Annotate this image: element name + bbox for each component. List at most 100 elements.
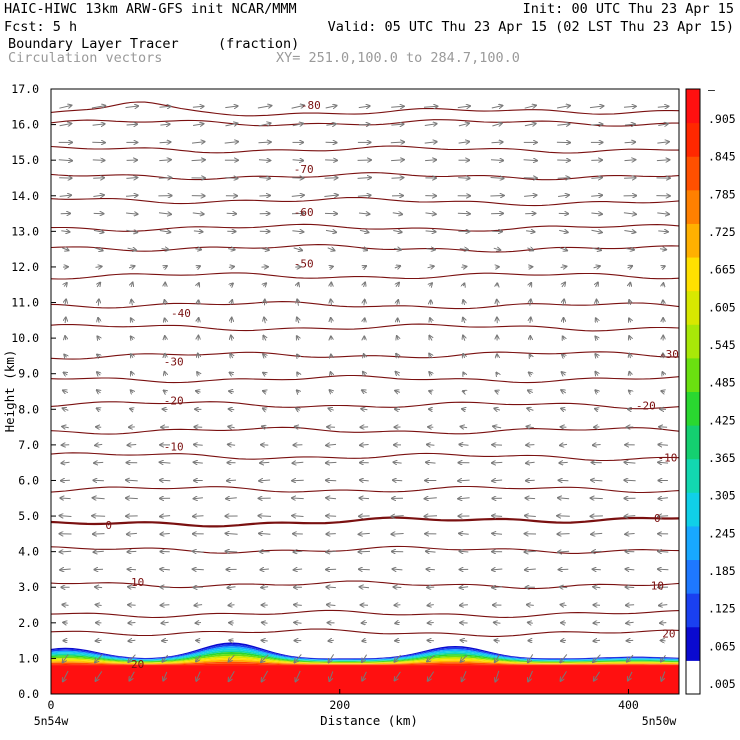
wind-vector [125, 195, 138, 196]
wind-vector [64, 283, 67, 287]
wind-vector [325, 106, 337, 108]
wind-vector [557, 178, 570, 179]
wind-vector [495, 640, 500, 641]
wind-vector [228, 249, 235, 250]
wind-vector [629, 354, 630, 359]
contour-line-20 [51, 628, 679, 637]
tracer-band [51, 657, 679, 664]
x-axis: 0 200 400 [48, 689, 639, 712]
wind-vector [294, 605, 302, 606]
wind-vector [325, 230, 336, 232]
wind-vector [329, 671, 334, 681]
colorbar-swatch [686, 425, 700, 460]
contour-label: 10 [131, 576, 144, 589]
wind-vector [495, 670, 500, 682]
wind-vector [193, 569, 204, 570]
plot-frame [50, 88, 680, 695]
wind-vector [561, 671, 567, 681]
wind-vector [492, 533, 503, 534]
colorbar-label: .425 [708, 413, 736, 427]
colorbar-swatch [686, 257, 700, 292]
y-tick-label: 8.0 [18, 402, 39, 416]
colorbar-swatch [686, 593, 700, 628]
contour-line--10 [51, 452, 679, 462]
wind-vector [91, 106, 105, 108]
wind-vector [62, 248, 68, 251]
contour-label: -30 [164, 355, 184, 368]
wind-vector [325, 160, 337, 161]
wind-vector [165, 336, 166, 340]
wind-vector [492, 123, 501, 126]
wind-vector [394, 266, 400, 268]
x-right-endpoint-label: 5n50w [642, 714, 677, 728]
wind-vector [461, 640, 468, 641]
wind-vector [196, 623, 202, 624]
wind-vector [397, 336, 398, 340]
colorbar-swatch [686, 290, 700, 325]
wind-vector [425, 231, 436, 232]
wind-vector [594, 671, 601, 681]
wind-vector [593, 445, 601, 446]
wind-vector [194, 605, 203, 606]
wind-vector [427, 654, 435, 661]
colorbar-label: .665 [708, 263, 736, 277]
contour-label: 10 [651, 579, 664, 592]
wind-vector [626, 605, 635, 606]
wind-vector [230, 373, 234, 375]
tracer-band [51, 652, 679, 662]
wind-vector [393, 231, 401, 233]
wind-vector [262, 670, 269, 682]
wind-vector [95, 587, 103, 588]
wind-vector [61, 231, 69, 232]
wind-vector [197, 372, 199, 375]
tracer-band [51, 644, 679, 660]
wind-vector [426, 462, 436, 463]
plot-area: -80 -70 -60 -50 -40 -30 -30 -20 -20 -10 -10 0 0 10 10 2… [51, 89, 679, 694]
contour-line [51, 172, 679, 181]
wind-vector [297, 318, 299, 324]
wind-vector [97, 336, 99, 339]
wind-vector [596, 318, 598, 322]
wind-vector [557, 124, 569, 125]
header-valid-time: Valid: 05 UTC Thu 23 Apr 15 (02 LST Thu … [328, 19, 734, 35]
wind-vector [362, 266, 366, 268]
wind-vector [92, 124, 105, 125]
wind-vector [225, 106, 237, 108]
contour-label: -30 [659, 348, 679, 361]
wind-vector [661, 671, 666, 681]
wind-vector [361, 409, 368, 410]
header-model-title: HAIC-HIWC 13km ARW-GFS init NCAR/MMM [4, 1, 297, 17]
wind-vector [596, 283, 598, 288]
wind-vector [128, 640, 136, 641]
wind-vector [624, 124, 635, 125]
wind-vector [231, 300, 233, 306]
y-tick-label: 5.0 [18, 509, 39, 523]
wind-vector [326, 498, 337, 499]
wind-vector [126, 124, 138, 125]
wind-vector [526, 445, 535, 446]
wind-vector [629, 336, 631, 340]
wind-vector [425, 213, 436, 214]
wind-vector [528, 654, 534, 662]
wind-vector [625, 534, 635, 535]
wind-vector [358, 124, 370, 125]
wind-vector [589, 106, 603, 108]
wind-vector [458, 498, 470, 499]
wind-vector [330, 390, 333, 393]
wind-vector [527, 248, 533, 251]
wind-vector [526, 462, 535, 463]
wind-vector [362, 640, 366, 641]
wind-vector [98, 318, 99, 323]
wind-vector [227, 480, 237, 481]
colorbar-label: .605 [708, 300, 736, 314]
wind-vector [292, 124, 303, 126]
wind-vector [396, 372, 400, 376]
wind-vector [595, 409, 598, 410]
wind-vector [60, 551, 72, 552]
wind-vector [261, 587, 269, 588]
wind-vector [63, 654, 69, 662]
wind-vector [97, 283, 100, 287]
wind-vector [563, 336, 565, 339]
wind-vector [658, 231, 668, 232]
wind-vector [629, 300, 630, 306]
